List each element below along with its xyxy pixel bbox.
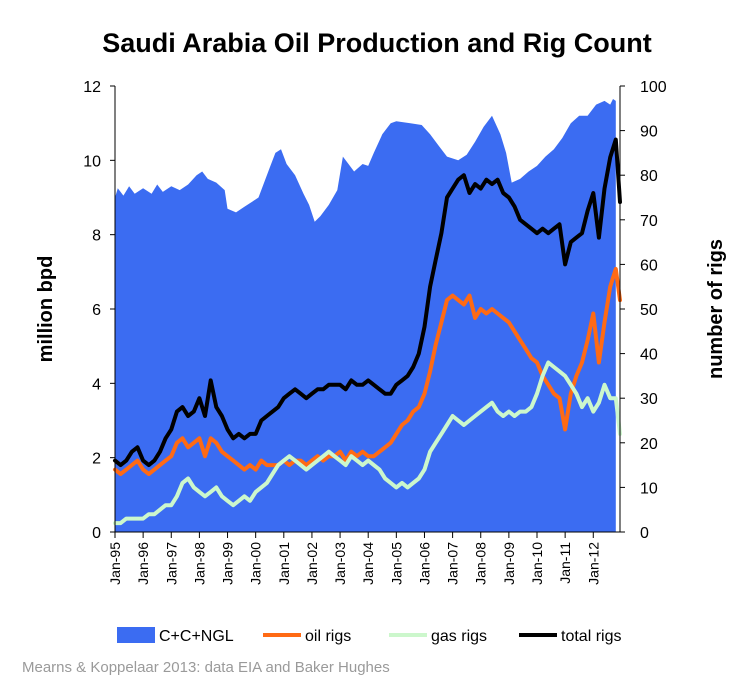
legend-label-oil-rigs: oil rigs	[305, 628, 351, 645]
right-tick-label: 60	[640, 257, 658, 274]
left-axis-label: million bpd	[35, 256, 57, 363]
legend-label-total-rigs: total rigs	[561, 628, 621, 645]
left-tick-label: 2	[92, 451, 101, 468]
x-tick-label: Jan-10	[529, 542, 545, 585]
right-tick-label: 70	[640, 213, 658, 230]
x-tick-label: Jan-07	[445, 542, 461, 585]
left-tick-label: 10	[83, 153, 101, 170]
right-tick-label: 40	[640, 347, 658, 364]
x-tick-label: Jan-96	[135, 542, 151, 585]
x-tick-label: Jan-09	[501, 542, 517, 585]
x-tick-label: Jan-98	[191, 542, 207, 585]
left-tick-label: 0	[92, 525, 101, 542]
x-tick-label: Jan-03	[332, 542, 348, 585]
left-tick-label: 6	[92, 302, 101, 319]
x-axis-ticks: Jan-95 Jan-96 Jan-97 Jan-98 Jan-99 Jan-00 Jan-…	[107, 532, 601, 585]
left-tick-label: 4	[92, 376, 101, 393]
right-axis-ticks: 0 10 20 30 40 50 60 70 80 90 100	[620, 79, 667, 542]
x-tick-label: Jan-97	[163, 542, 179, 585]
series-area-c-c-ngl	[115, 99, 616, 532]
x-tick-label: Jan-02	[304, 542, 320, 585]
right-axis-label: number of rigs	[705, 239, 727, 379]
right-tick-label: 80	[640, 168, 658, 185]
x-tick-label: Jan-05	[388, 542, 404, 585]
x-tick-label: Jan-04	[360, 542, 376, 585]
x-tick-label: Jan-01	[276, 542, 292, 585]
plot-area	[113, 86, 622, 533]
chart-title: Saudi Arabia Oil Production and Rig Coun…	[102, 28, 652, 58]
right-tick-label: 0	[640, 525, 649, 542]
left-axis-ticks: 0 2 4 6 8 10 12	[83, 79, 115, 542]
right-tick-label: 100	[640, 79, 667, 96]
legend-label-gas-rigs: gas rigs	[431, 628, 487, 645]
legend: C+C+NGL oil rigs gas rigs total rigs	[117, 627, 621, 645]
series-line-gas-rigs	[113, 360, 622, 526]
right-tick-label: 20	[640, 436, 658, 453]
left-tick-label: 8	[92, 228, 101, 245]
right-tick-label: 10	[640, 480, 658, 497]
x-tick-label: Jan-12	[585, 542, 601, 585]
x-tick-label: Jan-99	[220, 542, 236, 585]
right-tick-label: 30	[640, 391, 658, 408]
x-tick-label: Jan-11	[557, 542, 573, 584]
legend-label-c-c-ngl: C+C+NGL	[159, 628, 234, 645]
series-line-oil-rigs	[113, 266, 622, 476]
x-tick-label: Jan-06	[417, 542, 433, 585]
x-tick-label: Jan-00	[248, 542, 264, 585]
right-tick-label: 90	[640, 124, 658, 141]
series-lines	[113, 137, 622, 526]
legend-swatch-c-c-ngl	[117, 627, 155, 643]
left-tick-label: 12	[83, 79, 101, 96]
x-tick-label: Jan-95	[107, 542, 123, 585]
x-tick-label: Jan-08	[473, 542, 489, 585]
series-line-total-rigs	[113, 137, 622, 468]
source-credit: Mearns & Koppelaar 2013: data EIA and Ba…	[22, 659, 390, 676]
right-tick-label: 50	[640, 302, 658, 319]
